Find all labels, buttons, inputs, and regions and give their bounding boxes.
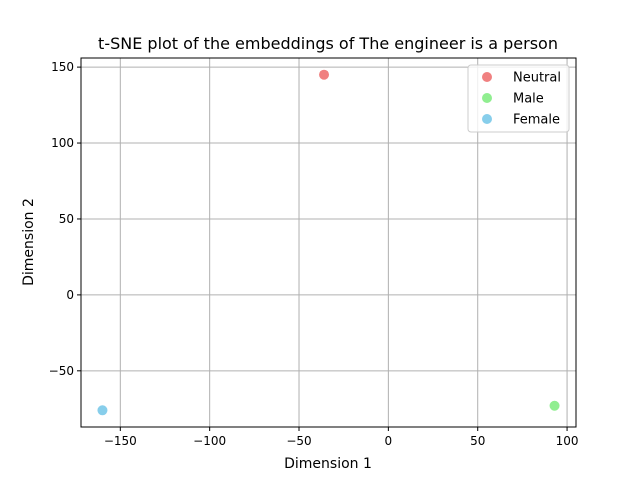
data-points — [97, 69, 560, 416]
legend-box — [467, 64, 570, 133]
x-axis-label: Dimension 1 — [284, 456, 372, 472]
x-tick-label: 0 — [385, 434, 393, 448]
y-axis-label: Dimension 2 — [21, 198, 37, 286]
x-tick-label: −100 — [193, 434, 226, 448]
x-tick-label: −50 — [286, 434, 311, 448]
y-tick-label: −50 — [49, 364, 74, 378]
legend-label-neutral: Neutral — [513, 71, 561, 86]
x-tick-label: −150 — [104, 434, 137, 448]
legend-marker-female — [482, 114, 492, 124]
axis-ticks: −150 −100 −50 0 50 100 −50 0 50 100 150 — [49, 60, 579, 448]
legend-label-female: Female — [513, 113, 560, 128]
y-tick-label: 50 — [59, 212, 74, 226]
legend-label-male: Male — [513, 92, 544, 107]
point-male — [549, 400, 560, 411]
legend: Neutral Male Female — [467, 64, 570, 133]
legend-marker-neutral — [482, 72, 492, 82]
y-tick-label: 100 — [51, 136, 74, 150]
plot-frame — [80, 57, 577, 428]
x-tick-label: 100 — [556, 434, 579, 448]
x-tick-label: 50 — [470, 434, 485, 448]
y-tick-label: 0 — [66, 288, 74, 302]
point-female — [97, 405, 108, 416]
point-neutral — [319, 69, 330, 80]
chart-title: t-SNE plot of the embeddings of The engi… — [98, 34, 558, 53]
legend-marker-male — [482, 93, 492, 103]
y-tick-label: 150 — [51, 60, 74, 74]
